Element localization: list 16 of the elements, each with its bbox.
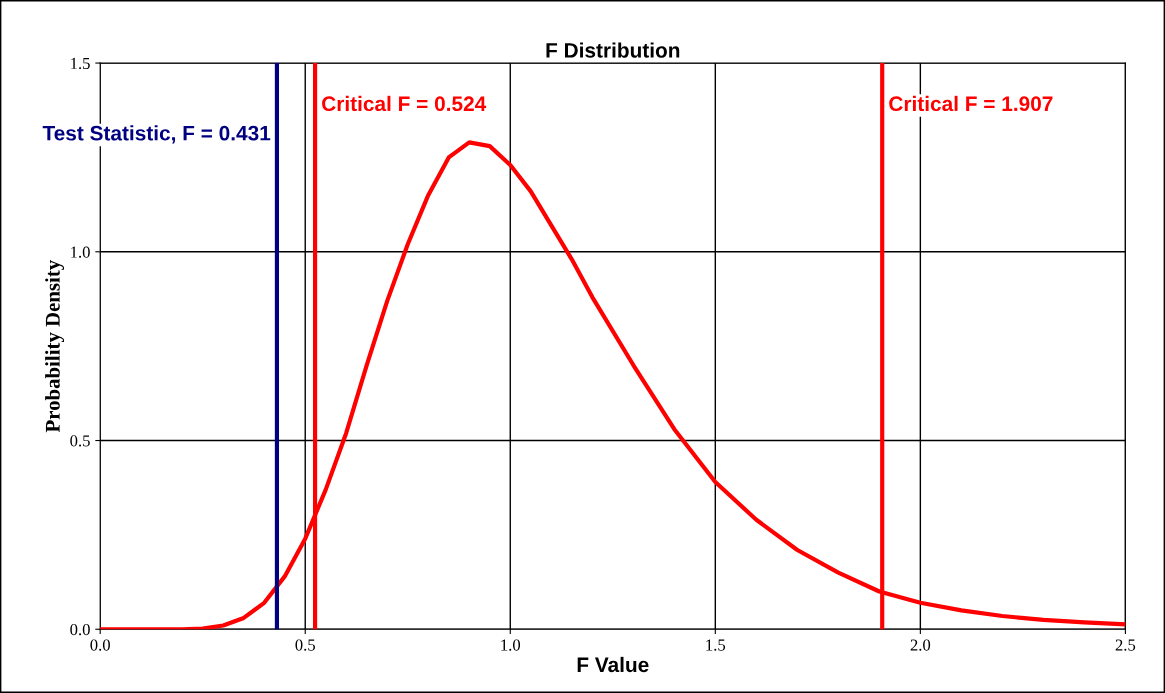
y-axis-title: Probability Density	[45, 260, 65, 433]
y-tick-label: 1.5	[71, 57, 90, 70]
ref-line-label: Critical F = 1.907	[889, 95, 1053, 112]
y-tick-label: 0.0	[70, 623, 90, 636]
chart-title: F Distribution	[546, 42, 680, 58]
ref-line-label: Test Statistic, F = 0.431	[42, 125, 271, 144]
x-tick-label: 0.5	[295, 639, 315, 651]
x-tick-label: 0.0	[90, 639, 110, 651]
x-tick-label: 1.0	[501, 639, 521, 651]
y-tick-label: 0.5	[70, 435, 90, 447]
x-tick-label: 2.5	[1115, 639, 1136, 651]
y-tick-label: 1.0	[71, 246, 90, 258]
x-axis-title: F Value	[577, 656, 649, 673]
ref-line-label: Critical F = 0.524	[322, 95, 487, 112]
x-tick-label: 1.5	[706, 639, 726, 651]
x-tick-label: 2.0	[910, 639, 931, 651]
